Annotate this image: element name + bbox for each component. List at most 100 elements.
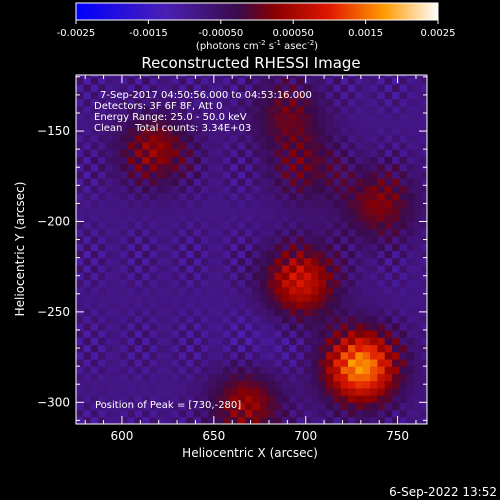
heatmap-cell (208, 228, 217, 237)
heatmap-cell (370, 373, 378, 382)
heatmap-cell (193, 257, 202, 266)
heatmap-cell (384, 214, 393, 223)
heatmap-cell (83, 156, 92, 165)
heatmap-cell (149, 214, 158, 223)
heatmap-cell (149, 149, 158, 157)
heatmap-cell (281, 308, 290, 317)
heatmap-cell (164, 373, 173, 382)
heatmap-cell (281, 192, 290, 201)
heatmap-cell (318, 149, 327, 157)
heatmap-cell (105, 120, 114, 129)
heatmap-cell (112, 337, 121, 346)
heatmap-cell (120, 105, 129, 114)
heatmap-cell (127, 293, 136, 302)
heatmap-cell (281, 141, 290, 150)
heatmap-cell (164, 235, 173, 244)
heatmap-cell (318, 279, 327, 288)
heatmap-cell (296, 301, 305, 309)
heatmap-cell (230, 192, 239, 201)
heatmap-cell (105, 315, 114, 324)
heatmap-cell (333, 91, 342, 100)
heatmap-cell (370, 170, 378, 179)
heatmap-cell (377, 409, 386, 418)
heatmap-cell (142, 75, 151, 78)
heatmap-cell (193, 293, 202, 302)
heatmap-cell (215, 199, 224, 208)
heatmap-cell (178, 75, 187, 78)
heatmap-cell (362, 120, 371, 129)
heatmap-cell (303, 293, 312, 302)
heatmap-cell (274, 207, 283, 215)
heatmap-cell (370, 272, 378, 280)
heatmap-cell (237, 214, 246, 223)
heatmap-cell (120, 163, 129, 172)
heatmap-cell (347, 243, 356, 252)
heatmap-cell (178, 308, 187, 317)
heatmap-cell (325, 264, 334, 273)
heatmap-cell (105, 264, 114, 273)
heatmap-cell (259, 141, 268, 150)
heatmap-cell (156, 264, 165, 273)
heatmap-cell (421, 221, 427, 230)
heatmap-cell (245, 98, 254, 107)
heatmap-cell (200, 337, 209, 346)
heatmap-cell (399, 141, 408, 150)
heatmap-cell (392, 185, 401, 194)
heatmap-cell (90, 380, 99, 389)
heatmap-cell (333, 105, 342, 114)
heatmap-cell (414, 199, 423, 208)
heatmap-cell (112, 163, 121, 172)
heatmap-cell (230, 141, 239, 150)
heatmap-cell (98, 329, 107, 338)
heatmap-cell (105, 373, 114, 382)
heatmap-cell (406, 358, 415, 367)
heatmap-cell (296, 395, 305, 403)
heatmap-cell (333, 373, 342, 382)
heatmap-cell (289, 178, 298, 186)
heatmap-cell (406, 170, 415, 179)
heatmap-cell (414, 366, 423, 374)
heatmap-cell (252, 395, 261, 403)
heatmap-cell (83, 221, 92, 230)
heatmap-cell (303, 127, 312, 136)
heatmap-cell (399, 163, 408, 172)
heatmap-cell (252, 373, 261, 382)
heatmap-cell (76, 250, 84, 259)
heatmap-cell (259, 358, 268, 367)
heatmap-cell (289, 322, 298, 331)
heatmap-cell (267, 337, 276, 346)
heatmap-cell (120, 409, 129, 418)
heatmap-cell (340, 228, 349, 237)
heatmap-cell (134, 199, 143, 208)
heatmap-cell (245, 134, 254, 143)
heatmap-cell (156, 279, 165, 288)
heatmap-cell (333, 293, 342, 302)
heatmap-cell (296, 127, 305, 136)
heatmap-cell (377, 199, 386, 208)
heatmap-cell (259, 105, 268, 114)
heatmap-cell (215, 75, 224, 78)
heatmap-cell (274, 402, 283, 411)
heatmap-cell (392, 308, 401, 317)
heatmap-cell (164, 127, 173, 136)
heatmap-cell (289, 84, 298, 92)
heatmap-cell (149, 380, 158, 389)
heatmap-cell (325, 163, 334, 172)
heatmap-cell (303, 141, 312, 150)
heatmap-cell (156, 84, 165, 92)
heatmap-cell (384, 293, 393, 302)
heatmap-cell (83, 170, 92, 179)
heatmap-cell (311, 199, 320, 208)
heatmap-cell (178, 98, 187, 107)
heatmap-cell (347, 416, 356, 424)
heatmap-cell (142, 134, 151, 143)
heatmap-cell (76, 358, 84, 367)
heatmap-cell (105, 214, 114, 223)
heatmap-cell (90, 272, 99, 280)
footer-date: 6-Sep-2022 13:52 (389, 485, 497, 499)
heatmap-cell (112, 228, 121, 237)
heatmap-cell (90, 228, 99, 237)
heatmap-cell (362, 409, 371, 418)
heatmap-cell (333, 380, 342, 389)
heatmap-cell (208, 199, 217, 208)
